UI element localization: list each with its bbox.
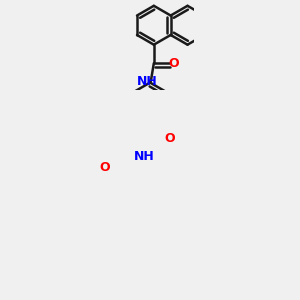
Text: O: O (169, 57, 179, 70)
Text: O: O (100, 161, 110, 174)
Text: NH: NH (137, 75, 158, 88)
Text: O: O (165, 133, 176, 146)
Text: NH: NH (134, 150, 155, 163)
